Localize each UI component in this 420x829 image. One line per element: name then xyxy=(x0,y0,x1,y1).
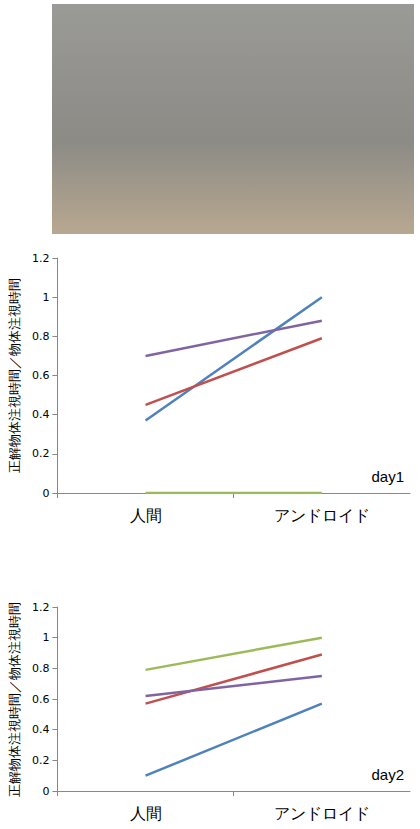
svg-text:0.8: 0.8 xyxy=(32,662,50,675)
svg-text:day2: day2 xyxy=(371,766,404,783)
svg-text:アンドロイド: アンドロイド xyxy=(274,506,370,525)
svg-text:0.2: 0.2 xyxy=(32,754,50,767)
svg-text:1.2: 1.2 xyxy=(32,252,50,265)
svg-text:1.2: 1.2 xyxy=(32,601,50,614)
svg-text:1: 1 xyxy=(42,291,49,304)
svg-text:0.6: 0.6 xyxy=(32,693,50,706)
svg-text:0.4: 0.4 xyxy=(32,723,50,736)
svg-text:0.2: 0.2 xyxy=(32,447,50,460)
svg-text:0: 0 xyxy=(42,487,49,500)
svg-text:正解物体注視時間／物体注視時間: 正解物体注視時間／物体注視時間 xyxy=(7,602,22,797)
svg-text:0.8: 0.8 xyxy=(32,330,50,343)
svg-text:人間: 人間 xyxy=(130,506,162,525)
svg-text:day1: day1 xyxy=(371,468,404,485)
svg-text:人間: 人間 xyxy=(130,804,162,823)
svg-text:1: 1 xyxy=(42,631,49,644)
svg-text:0.6: 0.6 xyxy=(32,369,50,382)
svg-text:0: 0 xyxy=(42,785,49,798)
svg-text:アンドロイド: アンドロイド xyxy=(274,804,370,823)
svg-text:0.4: 0.4 xyxy=(32,408,50,421)
svg-text:正解物体注視時間／物体注視時間: 正解物体注視時間／物体注視時間 xyxy=(7,278,22,473)
